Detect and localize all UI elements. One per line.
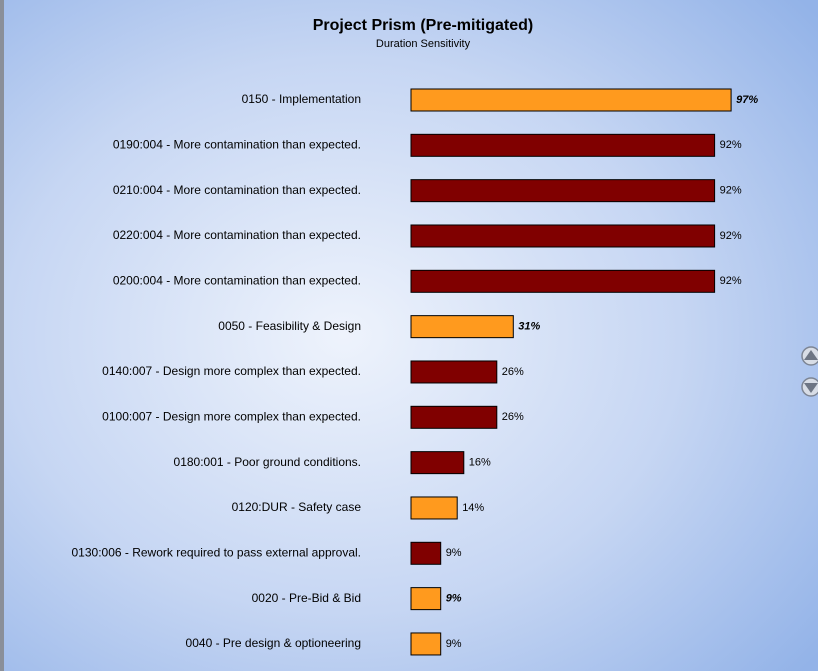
value-label: 97%	[736, 94, 758, 106]
category-label: 0220:004 - More contamination than expec…	[113, 228, 361, 242]
value-label: 92%	[720, 139, 742, 151]
category-label: 0210:004 - More contamination than expec…	[113, 183, 361, 197]
category-label: 0180:001 - Poor ground conditions.	[174, 455, 361, 469]
value-label: 9%	[446, 638, 462, 650]
value-label: 9%	[446, 593, 462, 605]
value-label: 92%	[720, 275, 742, 287]
category-label: 0040 - Pre design & optioneering	[186, 636, 361, 650]
bar	[410, 360, 498, 384]
bar	[410, 405, 498, 429]
category-label: 0050 - Feasibility & Design	[218, 319, 361, 333]
bar	[410, 224, 716, 248]
bar	[410, 632, 442, 656]
category-label: 0190:004 - More contamination than expec…	[113, 138, 361, 152]
left-border	[0, 0, 4, 671]
scroll-down[interactable]	[801, 377, 818, 397]
value-label: 31%	[518, 321, 540, 333]
bar	[410, 179, 716, 203]
value-label: 9%	[446, 547, 462, 559]
value-label: 92%	[720, 185, 742, 197]
category-label: 0100:007 - Design more complex than expe…	[102, 409, 361, 423]
chart-subtitle: Duration Sensitivity	[376, 38, 471, 50]
bar	[410, 269, 716, 293]
bar	[410, 541, 442, 565]
bar	[410, 133, 716, 157]
category-label: 0130:006 - Rework required to pass exter…	[72, 545, 362, 559]
category-label: 0150 - Implementation	[242, 92, 361, 106]
chart-title: Project Prism (Pre-mitigated)	[313, 17, 534, 34]
value-label: 16%	[469, 457, 491, 469]
scroll-up[interactable]	[801, 346, 818, 366]
value-label: 26%	[502, 366, 524, 378]
category-label: 0200:004 - More contamination than expec…	[113, 273, 361, 287]
category-label: 0140:007 - Design more complex than expe…	[102, 364, 361, 378]
bar	[410, 315, 514, 339]
value-label: 92%	[720, 230, 742, 242]
category-label: 0120:DUR - Safety case	[232, 500, 362, 514]
bar	[410, 587, 442, 611]
value-label: 26%	[502, 411, 524, 423]
bar	[410, 496, 458, 520]
category-label: 0020 - Pre-Bid & Bid	[252, 591, 361, 605]
bar	[410, 88, 732, 112]
value-label: 14%	[462, 502, 484, 514]
bar	[410, 451, 465, 475]
